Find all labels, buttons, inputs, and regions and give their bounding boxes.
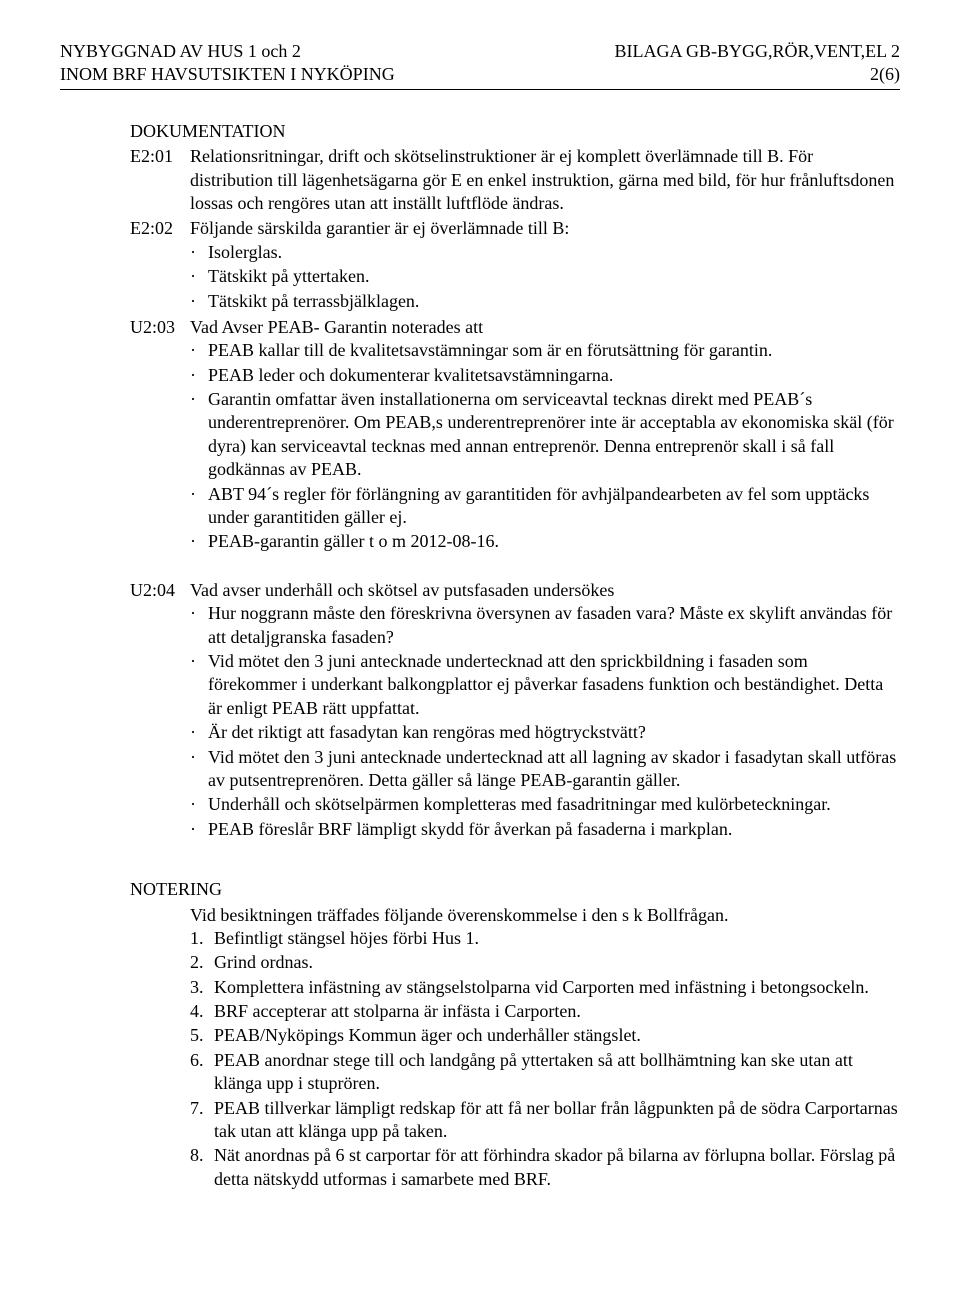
bullet-list: ·Isolerglas. ·Tätskikt på yttertaken. ·T… — [190, 241, 900, 313]
num-mark: 3. — [190, 976, 214, 999]
num-mark: 2. — [190, 951, 214, 974]
notering-title: NOTERING — [130, 878, 900, 901]
num-mark: 8. — [190, 1144, 214, 1191]
bullet-mark: · — [190, 721, 208, 744]
numbered-row: 1.Befintligt stängsel höjes förbi Hus 1. — [190, 927, 900, 950]
num-text: Nät anordnas på 6 st carportar för att f… — [214, 1144, 900, 1191]
num-text: PEAB/Nyköpings Kommun äger och underhåll… — [214, 1024, 900, 1047]
bullet-text: Underhåll och skötselpärmen kompletteras… — [208, 793, 900, 816]
bullet-row: ·PEAB leder och dokumenterar kvalitetsav… — [190, 364, 900, 387]
notering-intro: Vid besiktningen träffades följande över… — [190, 904, 900, 927]
num-text: Komplettera infästning av stängselstolpa… — [214, 976, 900, 999]
bullet-row: ·PEAB kallar till de kvalitetsavstämning… — [190, 339, 900, 362]
bullet-mark: · — [190, 483, 208, 530]
bullet-row: ·Är det riktigt att fasadytan kan rengör… — [190, 721, 900, 744]
item-body: Följande särskilda garantier är ej överl… — [190, 217, 900, 314]
bullet-text: Vid mötet den 3 juni antecknade undertec… — [208, 746, 900, 793]
bullet-mark: · — [190, 364, 208, 387]
item-body: Vad avser underhåll och skötsel av putsf… — [190, 579, 900, 842]
numbered-row: 4.BRF accepterar att stolparna är infäst… — [190, 1000, 900, 1023]
header-right: BILAGA GB-BYGG,RÖR,VENT,EL 2 2(6) — [615, 40, 901, 87]
header-left-line1: NYBYGGNAD AV HUS 1 och 2 — [60, 40, 395, 63]
numbered-row: 3.Komplettera infästning av stängselstol… — [190, 976, 900, 999]
numbered-row: 8.Nät anordnas på 6 st carportar för att… — [190, 1144, 900, 1191]
bullet-row: ·Vid mötet den 3 juni antecknade underte… — [190, 650, 900, 720]
item-code: U2:04 — [130, 579, 190, 842]
item-intro: Följande särskilda garantier är ej överl… — [190, 217, 900, 240]
bullet-row: ·Vid mötet den 3 juni antecknade underte… — [190, 746, 900, 793]
bullet-text: ABT 94´s regler för förlängning av garan… — [208, 483, 900, 530]
notering-body: Vid besiktningen träffades följande över… — [190, 904, 900, 1192]
numbered-row: 2.Grind ordnas. — [190, 951, 900, 974]
bullet-text: PEAB leder och dokumenterar kvalitetsavs… — [208, 364, 900, 387]
bullet-mark: · — [190, 339, 208, 362]
bullet-row: ·Isolerglas. — [190, 241, 900, 264]
header-left-line2: INOM BRF HAVSUTSIKTEN I NYKÖPING — [60, 63, 395, 86]
bullet-text: PEAB föreslår BRF lämpligt skydd för åve… — [208, 818, 900, 841]
item-code: E2:02 — [130, 217, 190, 314]
num-text: Grind ordnas. — [214, 951, 900, 974]
bullet-text: PEAB-garantin gäller t o m 2012-08-16. — [208, 530, 900, 553]
item-intro: Vad Avser PEAB- Garantin noterades att — [190, 316, 900, 339]
numbered-row: 6.PEAB anordnar stege till och landgång … — [190, 1049, 900, 1096]
item-body: Vad Avser PEAB- Garantin noterades att ·… — [190, 316, 900, 555]
num-text: Befintligt stängsel höjes förbi Hus 1. — [214, 927, 900, 950]
bullet-list: ·PEAB kallar till de kvalitetsavstämning… — [190, 339, 900, 554]
bullet-row: ·PEAB föreslår BRF lämpligt skydd för åv… — [190, 818, 900, 841]
dokumentation-title: DOKUMENTATION — [130, 120, 900, 143]
item-u204: U2:04 Vad avser underhåll och skötsel av… — [130, 579, 900, 842]
num-mark: 4. — [190, 1000, 214, 1023]
bullet-row: ·Hur noggrann måste den föreskrivna över… — [190, 602, 900, 649]
item-e201: E2:01 Relationsritningar, drift och sköt… — [130, 145, 900, 215]
bullet-mark: · — [190, 530, 208, 553]
header-right-line1: BILAGA GB-BYGG,RÖR,VENT,EL 2 — [615, 40, 901, 63]
bullet-row: ·Tätskikt på terrassbjälklagen. — [190, 290, 900, 313]
bullet-text: Hur noggrann måste den föreskrivna övers… — [208, 602, 900, 649]
bullet-text: Isolerglas. — [208, 241, 900, 264]
bullet-mark: · — [190, 793, 208, 816]
bullet-mark: · — [190, 650, 208, 720]
num-text: PEAB tillverkar lämpligt redskap för att… — [214, 1097, 900, 1144]
num-text: BRF accepterar att stolparna är infästa … — [214, 1000, 900, 1023]
item-code: U2:03 — [130, 316, 190, 555]
bullet-mark: · — [190, 290, 208, 313]
bullet-mark: · — [190, 746, 208, 793]
numbered-list: 1.Befintligt stängsel höjes förbi Hus 1.… — [190, 927, 900, 1191]
bullet-text: Tätskikt på terrassbjälklagen. — [208, 290, 900, 313]
bullet-row: ·PEAB-garantin gäller t o m 2012-08-16. — [190, 530, 900, 553]
numbered-row: 5.PEAB/Nyköpings Kommun äger och underhå… — [190, 1024, 900, 1047]
bullet-row: ·Garantin omfattar även installationerna… — [190, 388, 900, 482]
header-right-line2: 2(6) — [615, 63, 901, 86]
bullet-text: PEAB kallar till de kvalitetsavstämninga… — [208, 339, 900, 362]
bullet-mark: · — [190, 388, 208, 482]
num-mark: 1. — [190, 927, 214, 950]
item-e202: E2:02 Följande särskilda garantier är ej… — [130, 217, 900, 314]
bullet-row: ·ABT 94´s regler för förlängning av gara… — [190, 483, 900, 530]
item-code: E2:01 — [130, 145, 190, 215]
item-body: Relationsritningar, drift och skötselins… — [190, 145, 900, 215]
bullet-row: ·Tätskikt på yttertaken. — [190, 265, 900, 288]
bullet-text: Vid mötet den 3 juni antecknade undertec… — [208, 650, 900, 720]
bullet-list: ·Hur noggrann måste den föreskrivna över… — [190, 602, 900, 841]
page-header: NYBYGGNAD AV HUS 1 och 2 INOM BRF HAVSUT… — [60, 40, 900, 90]
numbered-row: 7.PEAB tillverkar lämpligt redskap för a… — [190, 1097, 900, 1144]
bullet-mark: · — [190, 818, 208, 841]
bullet-mark: · — [190, 602, 208, 649]
num-text: PEAB anordnar stege till och landgång på… — [214, 1049, 900, 1096]
bullet-text: Är det riktigt att fasadytan kan rengöra… — [208, 721, 900, 744]
bullet-mark: · — [190, 265, 208, 288]
num-mark: 7. — [190, 1097, 214, 1144]
bullet-row: ·Underhåll och skötselpärmen komplettera… — [190, 793, 900, 816]
bullet-mark: · — [190, 241, 208, 264]
bullet-text: Tätskikt på yttertaken. — [208, 265, 900, 288]
item-intro: Vad avser underhåll och skötsel av putsf… — [190, 579, 900, 602]
bullet-text: Garantin omfattar även installationerna … — [208, 388, 900, 482]
header-left: NYBYGGNAD AV HUS 1 och 2 INOM BRF HAVSUT… — [60, 40, 395, 87]
item-u203: U2:03 Vad Avser PEAB- Garantin noterades… — [130, 316, 900, 555]
num-mark: 5. — [190, 1024, 214, 1047]
num-mark: 6. — [190, 1049, 214, 1096]
